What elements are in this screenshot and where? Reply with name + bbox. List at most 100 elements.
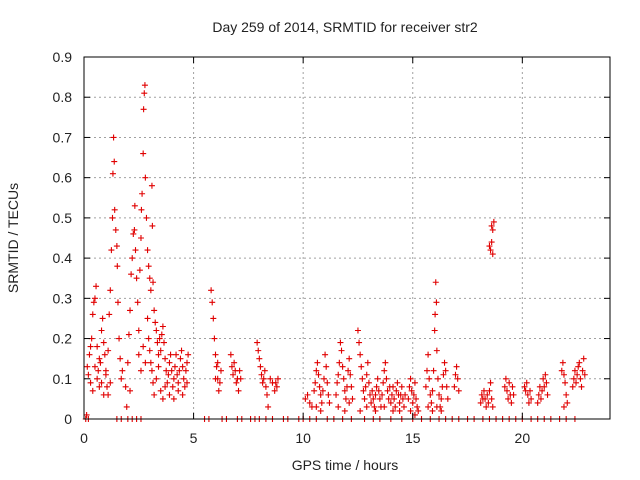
data-point xyxy=(326,399,333,406)
data-point xyxy=(113,243,120,250)
data-point xyxy=(367,391,374,398)
data-point xyxy=(157,387,164,394)
data-point xyxy=(569,383,576,390)
data-point xyxy=(506,379,513,386)
data-point xyxy=(214,359,221,366)
data-point xyxy=(140,150,147,157)
data-point xyxy=(261,367,268,374)
data-point xyxy=(231,359,238,366)
data-point xyxy=(490,218,497,225)
data-point xyxy=(235,387,242,394)
data-point xyxy=(102,367,109,374)
data-point xyxy=(156,335,163,342)
data-point xyxy=(354,327,361,334)
data-point xyxy=(423,367,430,374)
data-point xyxy=(129,255,136,262)
data-point xyxy=(256,355,263,362)
data-point xyxy=(212,351,219,358)
data-point xyxy=(434,375,441,382)
data-point xyxy=(528,395,535,402)
data-point xyxy=(537,395,544,402)
data-point xyxy=(444,395,451,402)
data-point xyxy=(151,307,158,314)
data-point xyxy=(317,391,324,398)
data-point xyxy=(455,387,462,394)
data-point xyxy=(180,375,187,382)
data-point xyxy=(146,275,153,282)
data-point xyxy=(119,367,126,374)
data-point xyxy=(138,206,145,213)
data-point xyxy=(137,235,144,241)
x-tick-label: 10 xyxy=(295,430,311,446)
data-point xyxy=(544,391,551,398)
data-point xyxy=(453,363,460,370)
data-point xyxy=(236,367,243,374)
data-point xyxy=(135,351,142,358)
data-point xyxy=(432,311,439,318)
data-point xyxy=(127,307,134,314)
data-point xyxy=(107,287,114,294)
data-point xyxy=(304,391,311,398)
x-tick-label: 20 xyxy=(515,430,531,446)
data-point xyxy=(259,379,266,386)
data-point xyxy=(407,407,414,414)
data-point xyxy=(89,387,96,394)
data-point xyxy=(315,371,322,378)
data-point xyxy=(267,375,274,382)
data-point xyxy=(181,383,188,390)
data-point xyxy=(483,403,490,410)
data-point xyxy=(539,387,546,394)
data-point xyxy=(105,391,112,398)
data-point xyxy=(133,275,140,282)
data-point xyxy=(153,375,160,382)
data-point xyxy=(302,395,309,402)
data-point xyxy=(392,403,399,410)
data-point xyxy=(144,247,151,254)
data-point xyxy=(135,327,142,334)
data-point xyxy=(230,371,237,378)
data-point xyxy=(258,371,265,378)
data-point xyxy=(324,379,331,386)
grid-lines xyxy=(84,57,610,419)
data-point xyxy=(163,367,170,374)
data-point xyxy=(123,403,130,410)
data-point xyxy=(83,411,90,418)
data-point xyxy=(317,407,324,414)
data-point xyxy=(166,359,173,366)
data-point xyxy=(560,371,567,378)
data-point xyxy=(107,379,114,386)
data-point xyxy=(255,347,262,354)
data-point xyxy=(364,359,371,366)
data-point xyxy=(413,395,420,402)
data-point xyxy=(177,355,184,362)
data-point xyxy=(357,351,364,358)
data-point xyxy=(428,399,435,406)
data-point xyxy=(184,359,191,366)
data-point xyxy=(486,243,493,250)
data-point xyxy=(254,339,261,346)
data-point xyxy=(477,399,484,406)
data-point xyxy=(140,106,147,113)
data-point xyxy=(379,391,386,398)
data-point xyxy=(488,222,495,229)
data-point xyxy=(215,387,222,394)
data-point xyxy=(396,407,403,414)
data-point xyxy=(487,247,494,254)
data-point xyxy=(373,383,380,390)
data-point xyxy=(429,387,436,394)
data-point xyxy=(96,383,103,390)
data-point xyxy=(543,379,550,386)
data-point xyxy=(101,351,108,358)
data-point xyxy=(210,315,217,322)
data-point xyxy=(564,399,571,406)
data-point xyxy=(162,355,169,362)
data-point xyxy=(265,403,272,410)
data-point xyxy=(140,343,147,350)
data-point xyxy=(185,351,192,358)
data-point xyxy=(433,299,440,306)
data-point xyxy=(318,399,325,406)
y-tick-label: 0.1 xyxy=(53,371,73,387)
data-point xyxy=(155,363,162,370)
data-point xyxy=(484,391,491,398)
data-point xyxy=(174,371,181,378)
